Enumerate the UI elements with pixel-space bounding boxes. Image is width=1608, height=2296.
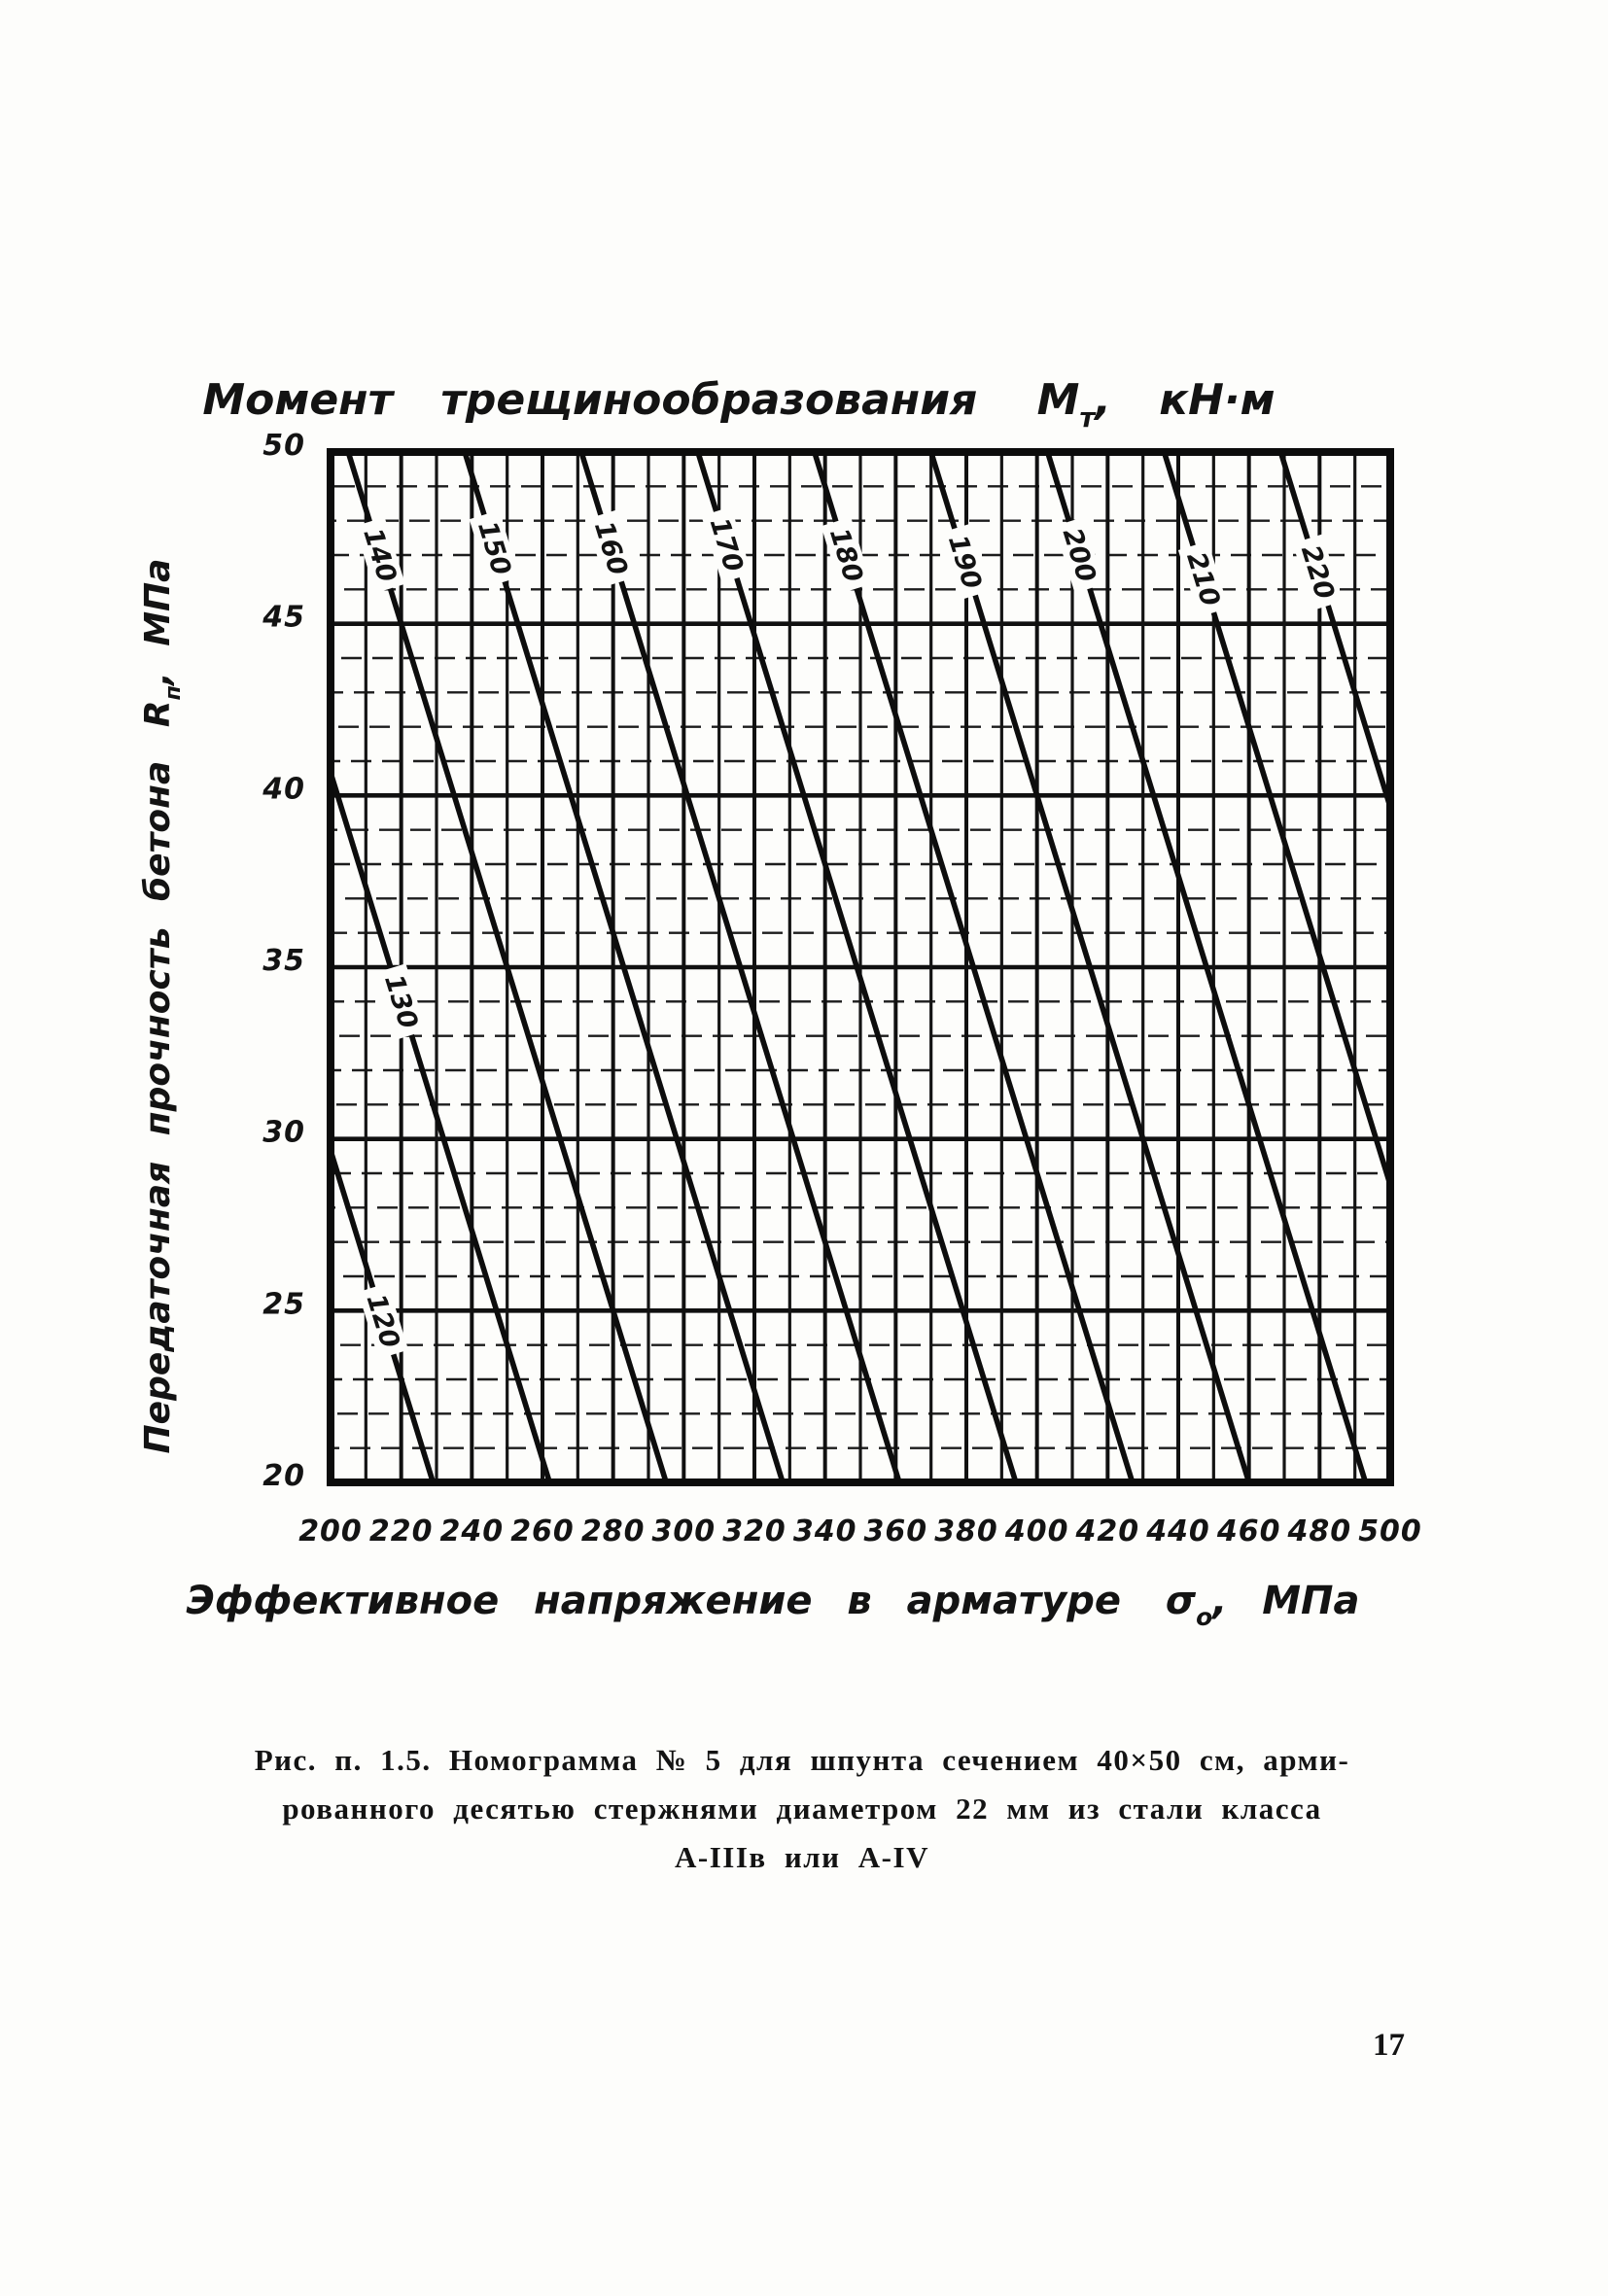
svg-text:200: 200 — [1057, 525, 1101, 586]
svg-text:30: 30 — [262, 1116, 305, 1150]
svg-text:380: 380 — [934, 1514, 998, 1548]
isoline-label: 220 — [1292, 534, 1344, 610]
svg-text:45: 45 — [262, 601, 305, 635]
svg-text:440: 440 — [1145, 1514, 1210, 1548]
svg-text:20: 20 — [262, 1459, 305, 1493]
nomogram-figure: 120 130 140 150 160 170 180 190 200 210 220 50 45 40 3… — [97, 350, 1429, 1652]
page-number: 17 — [1373, 2028, 1405, 2063]
caption-line: Рис. п. 1.5. Номограмма № 5 для шпунта с… — [254, 1743, 1350, 1777]
y-axis-title: Передаточная прочность бетона Rп, МПа — [138, 559, 186, 1454]
chart-title: Момент трещинообразования Мт, кН·м — [202, 375, 1275, 434]
svg-text:150: 150 — [472, 518, 516, 579]
svg-text:260: 260 — [510, 1514, 575, 1548]
svg-text:190: 190 — [942, 532, 987, 593]
isoline-label: 160 — [585, 509, 637, 587]
svg-text:35: 35 — [262, 944, 305, 978]
svg-text:40: 40 — [262, 772, 305, 806]
x-axis-ticks: 200 220 240 260 280 300 320 340 360 380 400 420 440 4… — [298, 1514, 1422, 1548]
isoline-label: 170 — [701, 506, 752, 583]
svg-text:480: 480 — [1287, 1514, 1352, 1548]
svg-text:500: 500 — [1358, 1514, 1422, 1548]
caption-line: А-IIIв или А-IV — [675, 1840, 929, 1874]
figure-caption: Рис. п. 1.5. Номограмма № 5 для шпунта с… — [185, 1736, 1419, 1882]
svg-text:160: 160 — [588, 518, 633, 579]
svg-text:360: 360 — [864, 1514, 928, 1548]
svg-text:210: 210 — [1180, 548, 1225, 609]
plot-border — [327, 448, 1394, 1486]
svg-text:300: 300 — [652, 1514, 717, 1548]
isoline-label: 210 — [1177, 540, 1229, 617]
svg-text:50: 50 — [262, 429, 305, 463]
svg-text:400: 400 — [1004, 1514, 1069, 1548]
svg-text:Передаточная прочность бетона: Передаточная прочность бетона Rп, МПа — [138, 559, 186, 1454]
svg-text:200: 200 — [298, 1514, 363, 1548]
svg-text:240: 240 — [440, 1514, 505, 1548]
svg-text:220: 220 — [1295, 541, 1340, 603]
svg-text:25: 25 — [262, 1287, 305, 1321]
x-axis-title: Эффективное напряжение в арматуре σо, МП… — [186, 1579, 1359, 1631]
svg-text:340: 340 — [793, 1514, 857, 1548]
svg-text:220: 220 — [369, 1514, 434, 1548]
svg-text:320: 320 — [722, 1514, 787, 1548]
svg-text:460: 460 — [1216, 1514, 1281, 1548]
caption-line: рованного десятью стержнями диаметром 22… — [282, 1792, 1322, 1826]
svg-text:140: 140 — [357, 525, 402, 586]
svg-text:130: 130 — [378, 971, 423, 1032]
svg-text:170: 170 — [704, 514, 749, 575]
y-axis-ticks: 50 45 40 35 30 25 20 — [262, 429, 305, 1493]
svg-text:280: 280 — [581, 1514, 646, 1548]
svg-text:420: 420 — [1075, 1514, 1140, 1548]
